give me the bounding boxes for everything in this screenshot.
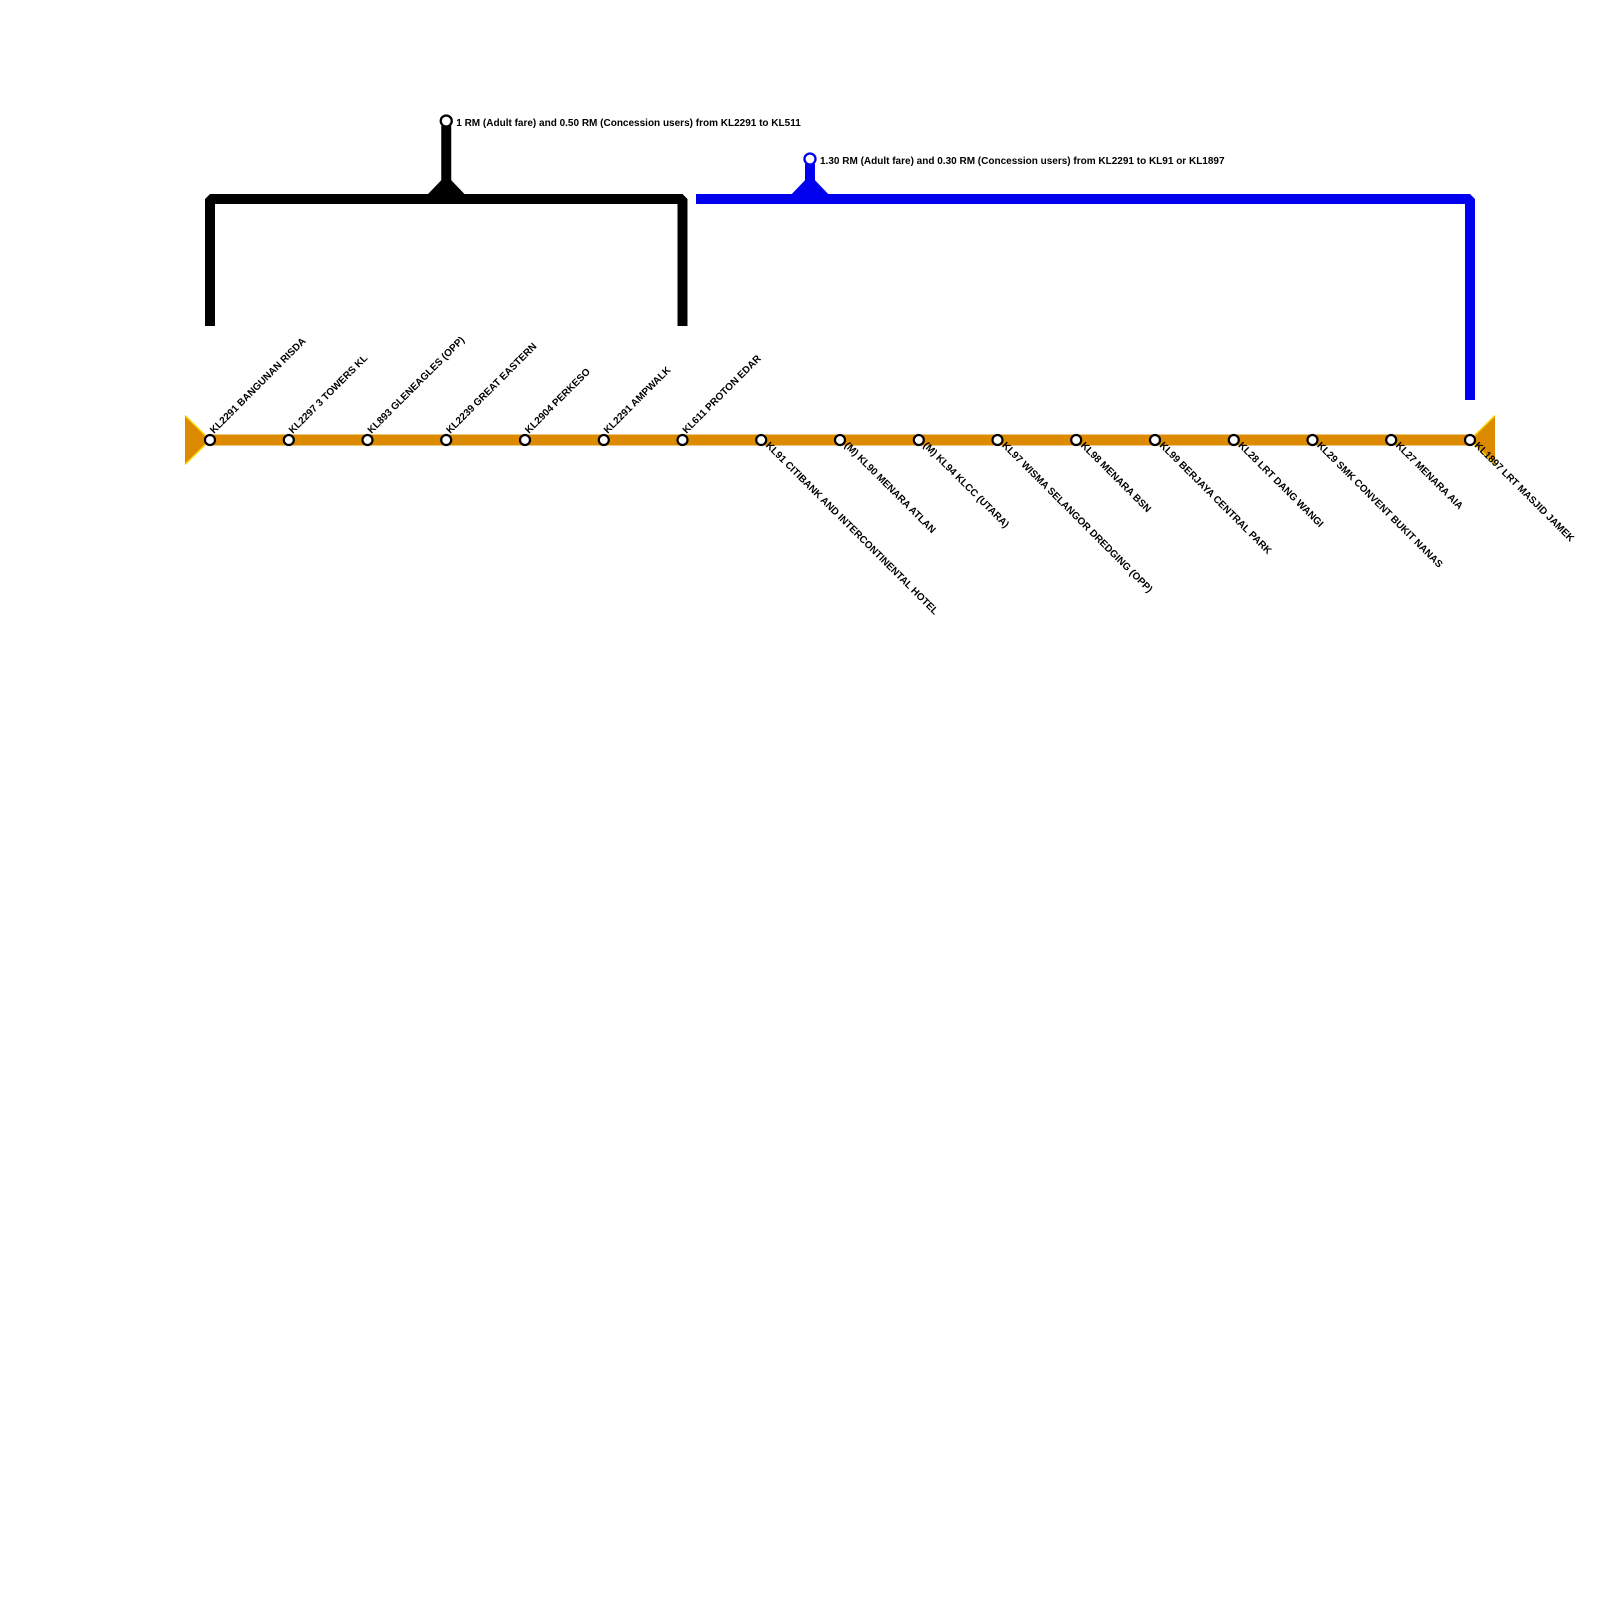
svg-text:(M) KL90 MENARA ATLAN: (M) KL90 MENARA ATLAN [842,440,938,536]
svg-text:KL27 MENARA AIA: KL27 MENARA AIA [1393,440,1465,512]
svg-text:KL2904 PERKESO: KL2904 PERKESO [523,366,593,436]
svg-text:(M) KL94 KLCC (UTARA): (M) KL94 KLCC (UTARA) [921,440,1011,530]
svg-text:KL2291 AMPWALK: KL2291 AMPWALK [602,364,674,436]
svg-text:KL98 MENARA BSN: KL98 MENARA BSN [1078,440,1153,515]
svg-text:1 RM (Adult fare) and 0.50 RM: 1 RM (Adult fare) and 0.50 RM (Concessio… [456,118,801,129]
svg-text:KL28 LRT DANG WANGI: KL28 LRT DANG WANGI [1236,440,1326,530]
svg-text:KL611 PROTON EDAR: KL611 PROTON EDAR [681,353,764,436]
svg-text:KL2239 GREAT EASTERN: KL2239 GREAT EASTERN [445,341,540,436]
svg-text:KL29 SMK CONVENT BUKIT NANAS: KL29 SMK CONVENT BUKIT NANAS [1314,440,1444,570]
svg-text:KL2297 3 TOWERS KL: KL2297 3 TOWERS KL [287,353,370,436]
svg-text:KL1897 LRT MASJID JAMEK: KL1897 LRT MASJID JAMEK [1472,440,1577,545]
svg-text:1.30 RM (Adult fare) and 0.30: 1.30 RM (Adult fare) and 0.30 RM (Conces… [820,156,1225,167]
svg-text:KL97 WISMA SELANGOR DREDGING (: KL97 WISMA SELANGOR DREDGING (OPP) [999,440,1154,595]
svg-text:KL91 CITIBANK AND INTERCONTINE: KL91 CITIBANK AND INTERCONTINENTAL HOTEL [763,440,940,617]
